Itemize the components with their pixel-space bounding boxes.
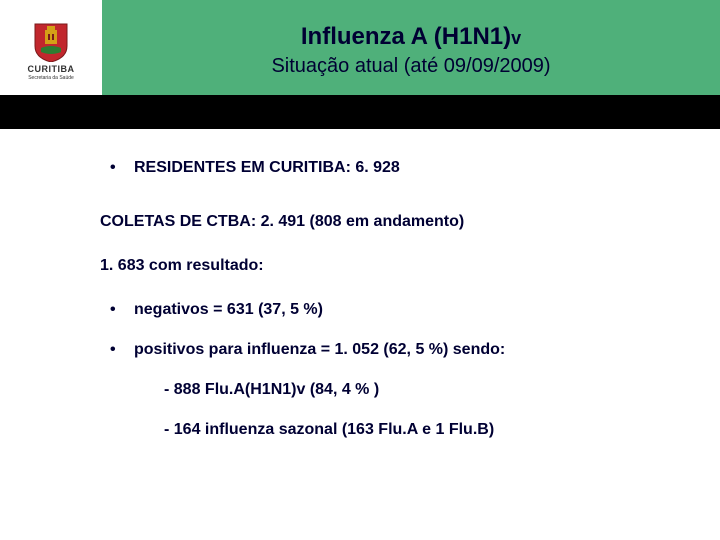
- black-band: [0, 95, 720, 129]
- title-main: Influenza A (H1N1): [301, 23, 511, 50]
- logo-area: CURITIBA Secretaria da Saúde: [0, 0, 102, 95]
- sub1-text: - 888 Flu.A(H1N1)v (84, 4 % ): [164, 381, 379, 398]
- negativos-text: negativos = 631 (37, 5 %): [134, 301, 323, 319]
- negativos-line: • negativos = 631 (37, 5 %): [110, 301, 690, 319]
- slide-title: Influenza A (H1N1)v: [301, 23, 521, 51]
- bullet-icon: •: [110, 341, 134, 359]
- bullet-icon: •: [110, 301, 134, 319]
- logo-text: CURITIBA: [28, 64, 75, 74]
- sub2-line: - 164 influenza sazonal (163 Flu.A e 1 F…: [110, 421, 690, 439]
- logo-subtext: Secretaria da Saúde: [28, 75, 74, 81]
- positivos-text: positivos para influenza = 1. 052 (62, 5…: [134, 341, 505, 359]
- title-area: Influenza A (H1N1)v Situação atual (até …: [102, 0, 720, 95]
- header: CURITIBA Secretaria da Saúde Influenza A…: [0, 0, 720, 95]
- curitiba-shield-icon: [33, 22, 69, 62]
- slide-subtitle: Situação atual (até 09/09/2009): [271, 55, 550, 78]
- bullet-icon: •: [110, 159, 134, 177]
- title-suffix: v: [511, 28, 521, 48]
- coletas-line: COLETAS DE CTBA: 2. 491 (808 em andament…: [110, 213, 690, 231]
- resultado-text: 1. 683 com resultado:: [100, 257, 264, 275]
- residentes-text: RESIDENTES EM CURITIBA: 6. 928: [134, 159, 400, 177]
- sub1-line: - 888 Flu.A(H1N1)v (84, 4 % ): [110, 381, 690, 399]
- coletas-text: COLETAS DE CTBA: 2. 491 (808 em andament…: [100, 213, 464, 231]
- sub2-text: - 164 influenza sazonal (163 Flu.A e 1 F…: [164, 421, 494, 438]
- content: • RESIDENTES EM CURITIBA: 6. 928 COLETAS…: [0, 129, 720, 439]
- residentes-line: • RESIDENTES EM CURITIBA: 6. 928: [110, 159, 690, 177]
- resultado-line: 1. 683 com resultado:: [110, 257, 690, 275]
- positivos-line: • positivos para influenza = 1. 052 (62,…: [110, 341, 690, 359]
